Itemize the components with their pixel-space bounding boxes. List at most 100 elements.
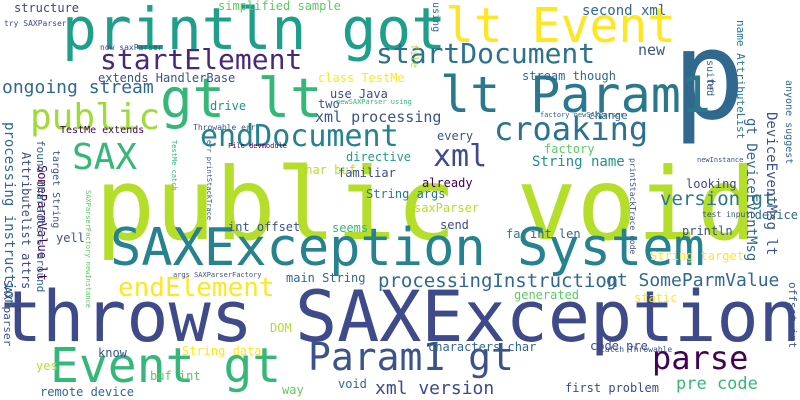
word: ongoing stream	[2, 77, 154, 98]
word: TestMe catch	[170, 140, 178, 191]
word: Event gt	[50, 338, 282, 394]
word: test input	[702, 210, 751, 219]
word: hr	[705, 80, 716, 93]
word: int len	[530, 227, 581, 241]
word: found characters around	[34, 140, 47, 293]
word: args SAXParserFactory	[173, 271, 262, 279]
word: String data	[182, 344, 262, 358]
word: try SAXParser	[4, 19, 67, 28]
word: SAXParserFactory newInstance	[84, 190, 92, 309]
word: String name	[532, 154, 625, 170]
word: far	[506, 227, 528, 241]
word: DeviceEventMsg lt	[763, 112, 779, 256]
word: new	[638, 41, 666, 59]
word: way	[282, 383, 304, 397]
word: target String	[50, 150, 61, 229]
word: xml processing	[315, 108, 442, 126]
word: version gt	[660, 188, 775, 210]
word: name AttributeList	[734, 20, 747, 140]
word: println	[682, 224, 733, 238]
word: gt SomeParmValue	[606, 270, 780, 291]
word: TestMe extends	[60, 125, 145, 136]
word: xml version	[375, 378, 495, 399]
word: static	[634, 291, 678, 305]
word: parse	[652, 339, 749, 377]
word: endDocument	[200, 119, 399, 154]
word: SomeParmValue lt	[35, 165, 49, 281]
word: gt DeviceEventMsg	[743, 118, 759, 262]
word: stream though	[522, 69, 616, 83]
word: remote device	[40, 385, 134, 399]
word: extends HandlerBase	[98, 71, 236, 85]
word: using	[430, 2, 441, 33]
word: every	[437, 129, 474, 143]
word: processing instruction	[1, 122, 17, 308]
word: lt Event	[445, 0, 677, 54]
word: Throwable err	[193, 123, 256, 132]
word: now saxParser	[100, 43, 163, 52]
word: seems	[332, 221, 369, 235]
word: file	[408, 44, 419, 69]
word: anyone suggest	[783, 80, 794, 165]
word: use Java	[330, 87, 388, 101]
word: throws SAXException	[0, 276, 800, 358]
word: catch Throwable	[600, 345, 673, 354]
word: already	[422, 176, 473, 190]
word: know	[98, 346, 127, 360]
word: int offset	[228, 220, 301, 234]
word: second xml	[582, 3, 667, 19]
word: class TestMe	[318, 71, 405, 85]
word: err printStackTrace	[205, 140, 213, 221]
word: String target	[650, 249, 744, 263]
word: Attributelist attrs	[19, 152, 33, 290]
word: suited	[704, 60, 715, 97]
word: factory	[544, 142, 595, 156]
word: xml	[433, 139, 488, 174]
word: Param1 gt	[308, 335, 514, 379]
word: DOM	[270, 321, 292, 335]
word: change	[588, 109, 628, 122]
word: File devmodule	[228, 142, 288, 150]
word: newSAXParser using	[336, 98, 412, 106]
word: device	[754, 208, 798, 222]
word: gt lt	[160, 67, 323, 130]
word: pre code	[676, 374, 758, 394]
word: SAX	[72, 137, 138, 178]
word: SAX parser	[1, 280, 14, 347]
word: void	[338, 377, 367, 391]
word: factory newSAXParser	[540, 111, 625, 119]
word: yell	[56, 231, 85, 245]
word: char buf	[298, 163, 356, 177]
word: saxParser	[414, 201, 480, 215]
word: processingInstruction	[378, 270, 619, 292]
word: drive	[210, 99, 247, 113]
word: croaking	[494, 110, 649, 148]
word: println got	[62, 0, 447, 63]
word: first problem	[565, 381, 659, 395]
word: structure	[14, 1, 80, 15]
word: generated	[514, 288, 580, 302]
word: String args	[366, 187, 446, 201]
word: public	[30, 97, 161, 138]
word: buf int	[150, 369, 201, 383]
word: endElement	[118, 273, 275, 303]
word: send	[440, 218, 469, 232]
word: looking	[686, 177, 737, 191]
word: simplified sample	[218, 0, 341, 13]
word: offset int	[786, 282, 799, 349]
word: public void	[95, 146, 758, 263]
word: yes	[36, 359, 58, 373]
word: p	[672, 5, 746, 147]
word: printStackTrace code	[628, 158, 637, 255]
word: startElement	[100, 43, 303, 76]
word: code pre	[590, 339, 648, 353]
word: newInstance	[697, 156, 744, 164]
word: two	[318, 97, 340, 111]
word: SAXException System	[110, 218, 705, 278]
word: familiar	[338, 166, 396, 180]
word: directive	[346, 150, 412, 164]
word: startDocument	[376, 37, 596, 70]
word: lt Param1	[440, 66, 711, 124]
word: characters char	[428, 340, 537, 354]
